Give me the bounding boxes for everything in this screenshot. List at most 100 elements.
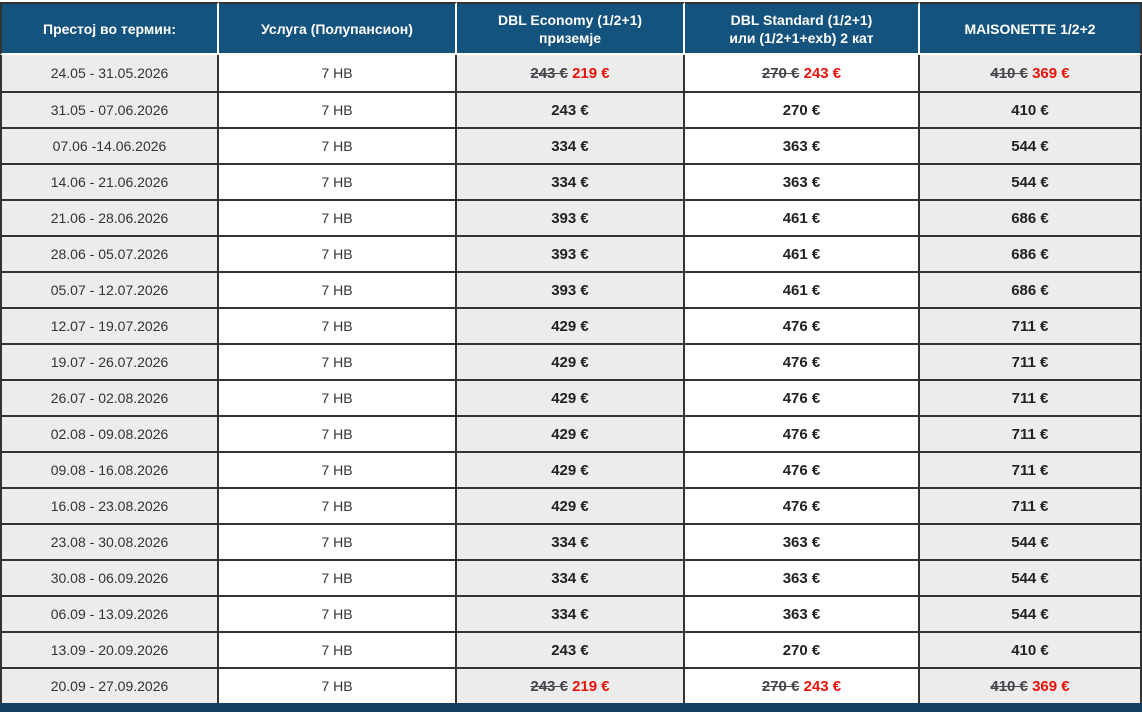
discount-price: 219 €: [572, 677, 610, 695]
price-cell-economy: 429 €: [457, 487, 685, 523]
price-cell-maisonette: 544 €: [920, 523, 1142, 559]
price-cell-economy: 429 €: [457, 415, 685, 451]
header-term: Престој во термин:: [0, 2, 219, 55]
term-cell: 09.08 - 16.08.2026: [0, 451, 219, 487]
price-cell-economy: 429 €: [457, 307, 685, 343]
price-cell-maisonette: 686 €: [920, 235, 1142, 271]
old-price: 270 €: [761, 64, 800, 82]
table-row: 13.09 - 20.09.2026 7 HB 243 €270 €410 €: [0, 631, 1142, 667]
price-cell-standard: 476 €: [685, 487, 920, 523]
price-cell-standard: 476 €: [685, 415, 920, 451]
table-row: 07.06 -14.06.2026 7 HB 334 €363 €544 €: [0, 127, 1142, 163]
term-cell: 16.08 - 23.08.2026: [0, 487, 219, 523]
table-row: 16.08 - 23.08.2026 7 HB 429 €476 €711 €: [0, 487, 1142, 523]
price-cell-maisonette: 711 €: [920, 415, 1142, 451]
header-service: Услуга (Полупансион): [219, 2, 457, 55]
header-term-label: Престој во термин:: [43, 20, 176, 37]
term-cell: 06.09 - 13.09.2026: [0, 595, 219, 631]
service-cell: 7 HB: [219, 487, 457, 523]
price-cell-standard: 476 €: [685, 307, 920, 343]
price-cell-standard: 363 €: [685, 523, 920, 559]
term-cell: 07.06 -14.06.2026: [0, 127, 219, 163]
service-cell: 7 HB: [219, 163, 457, 199]
old-price: 243 €: [530, 677, 568, 695]
price-cell-maisonette: 686 €: [920, 199, 1142, 235]
term-cell: 20.09 - 27.09.2026: [0, 667, 219, 703]
table-row: 21.06 - 28.06.2026 7 HB 393 €461 €686 €: [0, 199, 1142, 235]
price-cell-standard: 461 €: [685, 271, 920, 307]
price-cell-standard: 270 € 243 €: [685, 55, 920, 91]
old-price: 243 €: [530, 64, 568, 82]
discount-price: 369 €: [1032, 64, 1070, 82]
header-dbl-standard-line2: или (1/2+1+exb) 2 кат: [729, 29, 874, 46]
table-row: 28.06 - 05.07.2026 7 HB 393 €461 €686 €: [0, 235, 1142, 271]
discount-price: 243 €: [803, 64, 842, 82]
service-cell: 7 HB: [219, 523, 457, 559]
price-cell-economy: 243 € 219 €: [457, 667, 685, 703]
price-cell-economy: 334 €: [457, 127, 685, 163]
price-cell-maisonette: 410 € 369 €: [920, 55, 1142, 91]
term-cell: 30.08 - 06.09.2026: [0, 559, 219, 595]
price-cell-economy: 393 €: [457, 199, 685, 235]
table-row: 19.07 - 26.07.2026 7 HB 429 €476 €711 €: [0, 343, 1142, 379]
service-cell: 7 HB: [219, 271, 457, 307]
term-cell: 26.07 - 02.08.2026: [0, 379, 219, 415]
price-cell-maisonette: 544 €: [920, 163, 1142, 199]
term-cell: 28.06 - 05.07.2026: [0, 235, 219, 271]
service-cell: 7 HB: [219, 667, 457, 703]
discount-price: 369 €: [1032, 677, 1070, 695]
price-cell-standard: 270 €: [685, 91, 920, 127]
price-cell-maisonette: 686 €: [920, 271, 1142, 307]
service-cell: 7 HB: [219, 595, 457, 631]
table-row: 02.08 - 09.08.2026 7 HB 429 €476 €711 €: [0, 415, 1142, 451]
table-row: 31.05 - 07.06.2026 7 HB 243 €270 €410 €: [0, 91, 1142, 127]
service-cell: 7 HB: [219, 55, 457, 91]
header-dbl-economy-line1: DBL Economy (1/2+1): [497, 11, 643, 28]
table-row: 05.07 - 12.07.2026 7 HB 393 €461 €686 €: [0, 271, 1142, 307]
price-cell-standard: 363 €: [685, 163, 920, 199]
table-row: 14.06 - 21.06.2026 7 HB 334 €363 €544 €: [0, 163, 1142, 199]
price-cell-economy: 393 €: [457, 235, 685, 271]
header-row: Престој во термин: Услуга (Полупансион) …: [0, 2, 1142, 55]
header-dbl-standard-line1: DBL Standard (1/2+1): [730, 11, 873, 28]
price-cell-economy: 393 €: [457, 271, 685, 307]
service-cell: 7 HB: [219, 199, 457, 235]
service-cell: 7 HB: [219, 235, 457, 271]
price-cell-economy: 429 €: [457, 451, 685, 487]
price-cell-maisonette: 544 €: [920, 595, 1142, 631]
table-row: 20.09 - 27.09.2026 7 HB 243 € 219 €270 € 2…: [0, 667, 1142, 703]
header-maisonette: MAISONETTE 1/2+2: [920, 2, 1142, 55]
price-cell-standard: 363 €: [685, 559, 920, 595]
service-cell: 7 HB: [219, 307, 457, 343]
term-cell: 19.07 - 26.07.2026: [0, 343, 219, 379]
table-row: 30.08 - 06.09.2026 7 HB 334 €363 €544 €: [0, 559, 1142, 595]
table-row: 09.08 - 16.08.2026 7 HB 429 €476 €711 €: [0, 451, 1142, 487]
price-table-body: 24.05 - 31.05.2026 7 HB 243 € 219 €270 € 2…: [0, 55, 1142, 703]
price-cell-maisonette: 711 €: [920, 307, 1142, 343]
header-service-label: Услуга (Полупансион): [261, 20, 413, 37]
price-cell-economy: 334 €: [457, 163, 685, 199]
price-cell-maisonette: 711 €: [920, 343, 1142, 379]
price-cell-maisonette: 711 €: [920, 379, 1142, 415]
price-cell-standard: 476 €: [685, 451, 920, 487]
old-price: 410 €: [990, 677, 1028, 695]
service-cell: 7 HB: [219, 127, 457, 163]
table-row: 23.08 - 30.08.2026 7 HB 334 €363 €544 €: [0, 523, 1142, 559]
price-cell-standard: 476 €: [685, 343, 920, 379]
header-maisonette-label: MAISONETTE 1/2+2: [964, 20, 1096, 37]
price-cell-standard: 461 €: [685, 199, 920, 235]
service-cell: 7 HB: [219, 379, 457, 415]
price-cell-economy: 243 €: [457, 631, 685, 667]
term-cell: 24.05 - 31.05.2026: [0, 55, 219, 91]
service-cell: 7 HB: [219, 559, 457, 595]
price-cell-standard: 270 €: [685, 631, 920, 667]
term-cell: 23.08 - 30.08.2026: [0, 523, 219, 559]
price-cell-economy: 243 €: [457, 91, 685, 127]
price-cell-economy: 243 € 219 €: [457, 55, 685, 91]
service-cell: 7 HB: [219, 631, 457, 667]
price-cell-economy: 334 €: [457, 559, 685, 595]
table-row: 12.07 - 19.07.2026 7 HB 429 €476 €711 €: [0, 307, 1142, 343]
price-cell-standard: 363 €: [685, 595, 920, 631]
term-cell: 12.07 - 19.07.2026: [0, 307, 219, 343]
